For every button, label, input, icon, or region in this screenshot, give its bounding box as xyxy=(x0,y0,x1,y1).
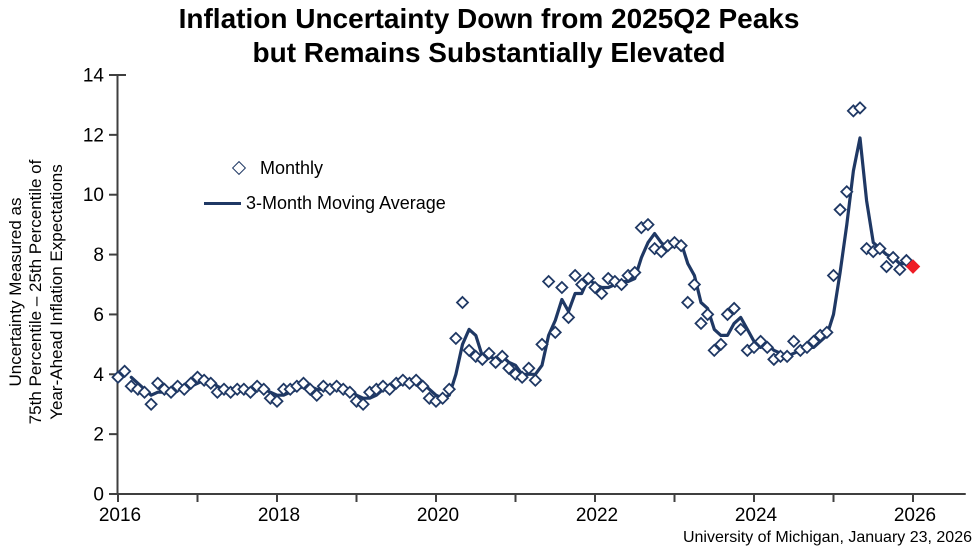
y-axis-label-line3: Year-Ahead Inflation Expectations xyxy=(46,164,66,420)
moving-average-line-icon xyxy=(204,201,241,205)
svg-text:2022: 2022 xyxy=(576,505,618,526)
chart-title-line1: Inflation Uncertainty Down from 2025Q2 P… xyxy=(178,3,800,34)
legend: Monthly 3-Month Moving Average xyxy=(204,155,446,225)
legend-moving-average-label: 3-Month Moving Average xyxy=(246,192,446,213)
svg-text:2020: 2020 xyxy=(417,505,459,526)
svg-text:14: 14 xyxy=(83,66,105,87)
svg-text:12: 12 xyxy=(83,125,104,146)
legend-item-monthly: Monthly xyxy=(204,155,446,181)
svg-text:2026: 2026 xyxy=(894,505,936,526)
svg-text:0: 0 xyxy=(93,485,104,506)
legend-item-moving-average: 3-Month Moving Average xyxy=(204,190,446,216)
svg-text:2018: 2018 xyxy=(258,505,300,526)
svg-text:8: 8 xyxy=(93,245,104,266)
svg-text:4: 4 xyxy=(93,365,104,386)
svg-text:2016: 2016 xyxy=(99,505,141,526)
svg-text:2: 2 xyxy=(93,425,104,446)
legend-monthly-label: Monthly xyxy=(260,157,324,178)
y-axis-label-line2: 75th Percentile – 25th Percentile of xyxy=(26,159,46,425)
svg-text:10: 10 xyxy=(83,185,104,206)
svg-text:2024: 2024 xyxy=(735,505,778,526)
chart-title-line2: but Remains Substantially Elevated xyxy=(252,37,726,69)
chart-title: Inflation Uncertainty Down from 2025Q2 P… xyxy=(0,2,978,70)
y-axis-label-line1: Uncertainty Measured as xyxy=(6,197,25,387)
y-axis-label: Uncertainty Measured as 75th Percentile … xyxy=(6,96,66,488)
source-note: University of Michigan, January 23, 2026 xyxy=(682,529,972,546)
monthly-diamond-icon xyxy=(231,160,247,176)
svg-text:6: 6 xyxy=(93,305,104,326)
